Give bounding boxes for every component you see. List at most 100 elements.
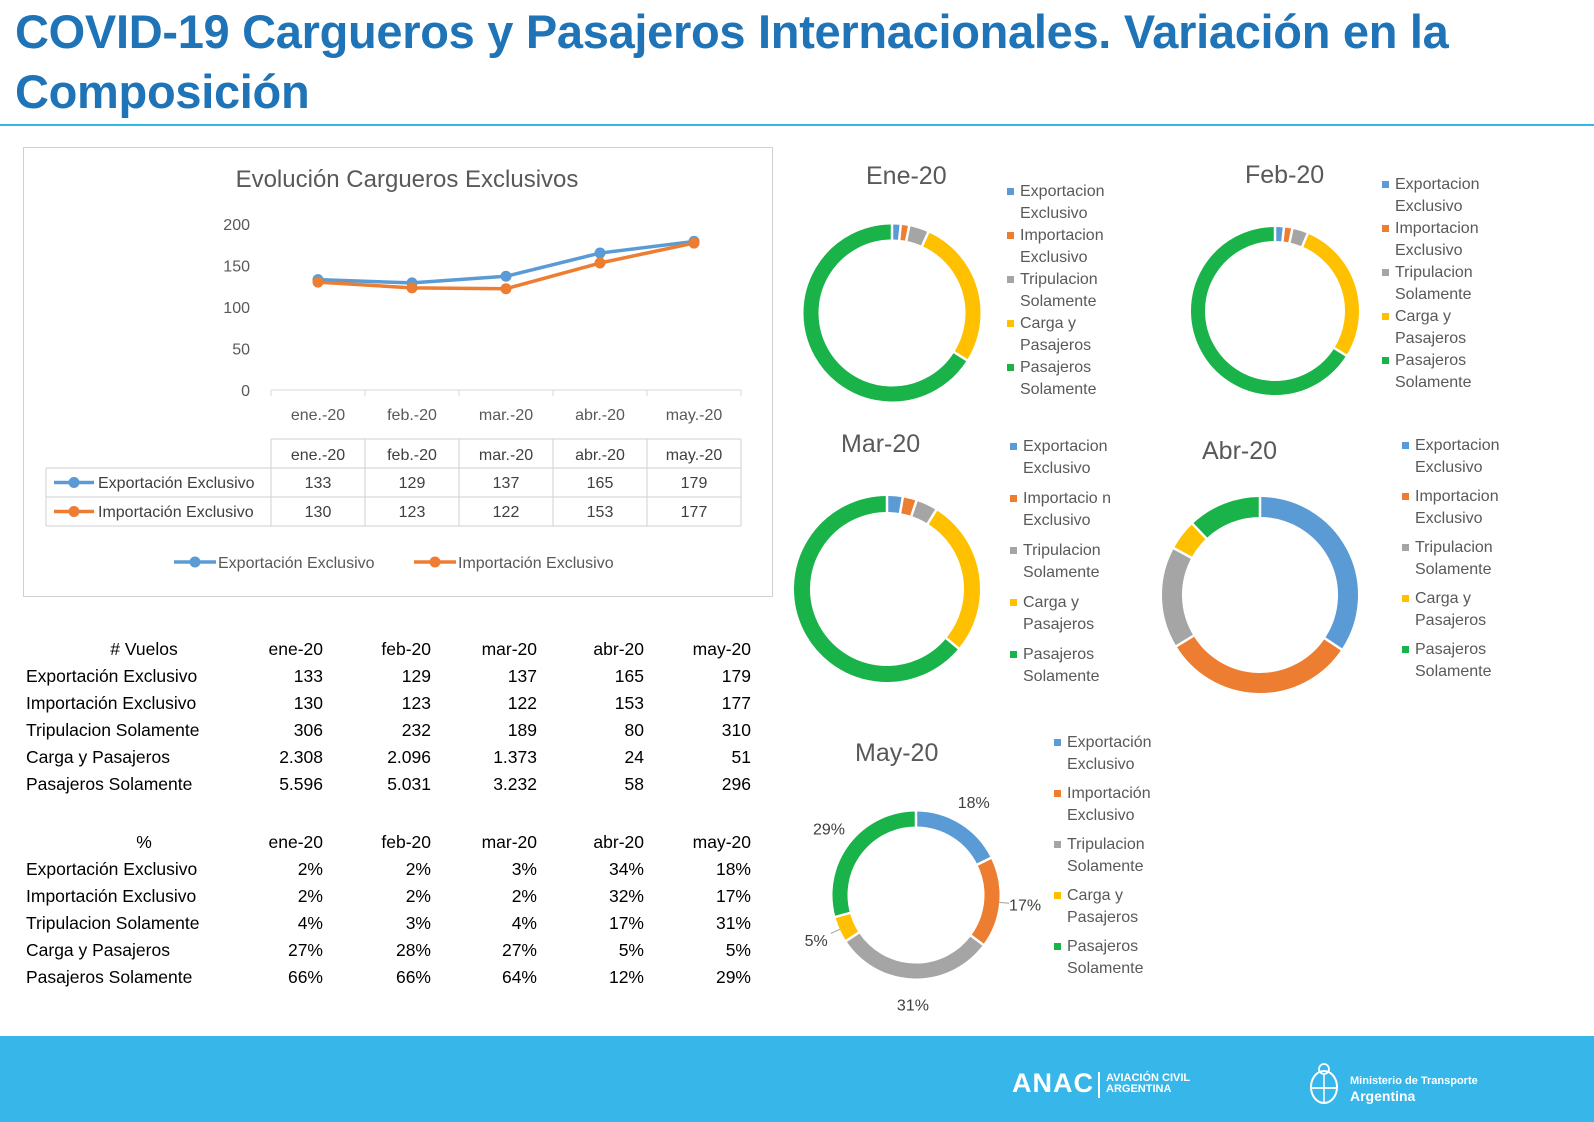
title-divider	[0, 124, 1594, 126]
table-row: Importación Exclusivo 130 123 122 153 177	[26, 690, 751, 717]
table-header-cell: mar.-20	[479, 447, 533, 464]
table-cell: 18%	[715, 859, 751, 879]
table-corner-label: %	[136, 832, 152, 852]
anac-sub-line1: AVIACIÓN CIVIL	[1106, 1072, 1191, 1084]
table-cell: 130	[293, 693, 323, 713]
legend-item-label: Importación Exclusivo	[458, 555, 614, 572]
table-header-cell: may.-20	[666, 447, 723, 464]
table-cell: 5.596	[279, 774, 323, 794]
table-cell: 3%	[511, 859, 537, 879]
legend-swatch	[1054, 943, 1061, 950]
donut-slice	[1259, 497, 1358, 650]
legend-item-label: Pasajeros Solamente	[1020, 359, 1097, 398]
x-tick-label: feb.-20	[387, 407, 437, 424]
legend-item-label: Tripulacion Solamente	[1067, 836, 1145, 875]
legend-swatch	[1010, 547, 1017, 554]
data-point	[688, 237, 700, 249]
table-value-cell: 177	[681, 504, 708, 521]
table-cell: 51	[731, 747, 751, 767]
table-cell: 153	[614, 693, 644, 713]
legend-item: Carga y Pasajeros	[1402, 588, 1522, 632]
legend-item: Importacion Exclusivo	[1402, 486, 1522, 530]
legend-item-label: Pasajeros Solamente	[1023, 646, 1100, 685]
table-header-row: % ene-20 feb-20 mar-20 abr-20 may-20	[26, 829, 751, 856]
legend-item: Exportación Exclusivo	[1054, 732, 1174, 776]
table-cell: 129	[401, 666, 431, 686]
donut-legend: Exportacion Exclusivo Importacion Exclusi…	[1382, 174, 1502, 394]
y-tick-label: 200	[223, 217, 250, 234]
data-point	[500, 270, 512, 282]
ministry-logo: Ministerio de Transporte Argentina	[1350, 1074, 1478, 1104]
table-header-cell: mar-20	[481, 639, 537, 659]
table-cell: 122	[507, 693, 537, 713]
donut-chart-title: Mar-20	[841, 430, 921, 458]
table-value-cell: 179	[681, 475, 708, 492]
x-tick-label: ene.-20	[291, 407, 345, 424]
x-tick-label: mar.-20	[479, 407, 533, 424]
line-chart-title: Evolución Cargueros Exclusivos	[236, 166, 579, 193]
table-value-cell: 153	[587, 504, 614, 521]
line-chart-panel: Evolución Cargueros Exclusivos 0 50 100 150 2…	[23, 147, 773, 597]
legend-swatch	[1402, 595, 1409, 602]
legend-item-label: Carga y Pasajeros	[1067, 887, 1139, 926]
table-cell: 2%	[297, 859, 323, 879]
legend-item-label: Pasajeros Solamente	[1415, 641, 1492, 680]
donut-slice	[835, 912, 859, 941]
table-cell: 4%	[511, 913, 537, 933]
legend-item: Importacio n Exclusivo	[1010, 488, 1130, 532]
donut-slice-separator	[1174, 634, 1195, 648]
donut-slice	[911, 500, 937, 524]
donut-slice	[886, 496, 903, 514]
legend-item-label: Exportacion Exclusivo	[1395, 176, 1480, 215]
legend-item: Importacion Exclusivo	[1007, 225, 1127, 269]
table-cell: 2%	[405, 859, 431, 879]
y-tick-label: 0	[241, 383, 250, 400]
legend-item-label: Importacion Exclusivo	[1395, 220, 1479, 259]
table-cell: 28%	[395, 940, 431, 960]
table-cell: 2.308	[279, 747, 323, 767]
footer-bar	[0, 1036, 1594, 1122]
table-header-cell: abr.-20	[575, 447, 625, 464]
donut-chart-title: Feb-20	[1245, 161, 1325, 189]
donut-slice-separator	[834, 911, 852, 919]
table-cell: 2%	[405, 886, 431, 906]
donut-slice	[1191, 227, 1347, 395]
donut-slice	[899, 497, 917, 517]
donut-chart-title: Ene-20	[866, 162, 947, 190]
legend-item: Tripulacion Solamente	[1007, 269, 1127, 313]
vuelos-table: # Vuelos ene-20 feb-20 mar-20 abr-20 may-20 Ex…	[26, 636, 751, 798]
legend-key-marker	[68, 477, 80, 488]
table-cell: 66%	[287, 967, 323, 987]
table-row-label: Importación Exclusivo	[26, 693, 197, 713]
donut-chart-title: May-20	[855, 739, 939, 767]
donut-slice-separator	[1190, 522, 1208, 541]
legend-item: Exportacion Exclusivo	[1007, 181, 1127, 225]
table-header-cell: ene-20	[268, 832, 324, 852]
legend-item: Carga y Pasajeros	[1054, 885, 1174, 929]
table-cell: 3%	[405, 913, 431, 933]
coat-of-arms-icon	[1310, 1063, 1338, 1104]
table-header-cell: abr-20	[593, 832, 644, 852]
legend-swatch	[1007, 188, 1014, 195]
donut-slice	[832, 811, 917, 917]
anac-logo-subtitle: AVIACIÓN CIVIL ARGENTINA	[1106, 1073, 1190, 1095]
legend-swatch	[1010, 495, 1017, 502]
donut-slice	[1289, 228, 1308, 247]
table-cell: 2.096	[387, 747, 431, 767]
table-value-cell: 165	[587, 475, 614, 492]
table-row-label: Importación Exclusivo	[26, 886, 197, 906]
donut-slice-separator	[844, 931, 861, 943]
donut-slice-separator	[975, 856, 993, 867]
table-cell: 306	[293, 720, 323, 740]
table-cell: 189	[507, 720, 537, 740]
table-cell: 27%	[287, 940, 323, 960]
table-cell: 17%	[715, 886, 751, 906]
legend-item: Importacion Exclusivo	[1382, 218, 1502, 262]
table-value-cell: 137	[493, 475, 520, 492]
legend-item-label: Tripulacion Solamente	[1023, 542, 1101, 581]
data-point	[594, 247, 606, 259]
table-row-label: Exportación Exclusivo	[26, 666, 198, 686]
legend-item-label: Pasajeros Solamente	[1395, 352, 1472, 391]
legend-item: Carga y Pasajeros	[1382, 306, 1502, 350]
